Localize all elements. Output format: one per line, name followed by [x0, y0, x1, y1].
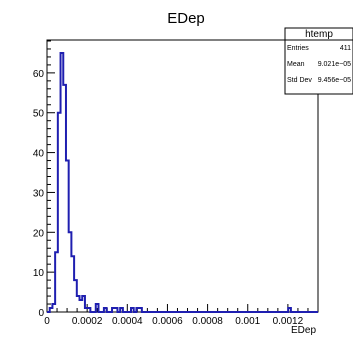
x-axis: 0 0.0002 0.0004 0.0006 0.0008 0.001 0.0012	[44, 304, 309, 327]
histogram-line	[47, 51, 318, 313]
stats-entries-value: 411	[340, 45, 351, 52]
x-axis-label: EDep	[291, 325, 316, 336]
stats-stddev-value: 9.456e−05	[318, 77, 351, 84]
x-tick-label: 0.0004	[112, 316, 143, 327]
y-tick-label: 50	[33, 109, 45, 120]
y-tick-label: 20	[33, 228, 45, 239]
y-tick-label: 30	[33, 188, 45, 199]
y-tick-label: 10	[33, 268, 45, 279]
x-tick-label: 0	[44, 316, 50, 327]
x-tick-label: 0.0008	[192, 316, 223, 327]
stats-entries-label: Entries	[287, 45, 309, 52]
stats-box-frame	[284, 27, 353, 95]
y-tick-label: 60	[33, 69, 45, 80]
x-tick-label: 0.001	[235, 316, 260, 327]
x-tick-label: 0.0012	[273, 316, 304, 327]
plot-frame	[46, 39, 319, 313]
x-tick-label: 0.0006	[152, 316, 183, 327]
stats-stddev-label: Std Dev	[287, 77, 312, 84]
chart-title: EDep	[167, 10, 205, 27]
stats-box: htemp Entries 411 Mean 9.021e−05 Std Dev…	[284, 27, 353, 95]
x-tick-label: 0.0002	[72, 316, 103, 327]
stats-box-title: htemp	[305, 29, 333, 40]
stats-mean-label: Mean	[287, 61, 305, 68]
y-tick-label: 40	[33, 149, 45, 160]
stats-mean-value: 9.021e−05	[318, 61, 351, 68]
y-tick-label: 0	[38, 308, 44, 319]
y-axis: 0 10 20 30 40 50 60	[33, 40, 55, 319]
